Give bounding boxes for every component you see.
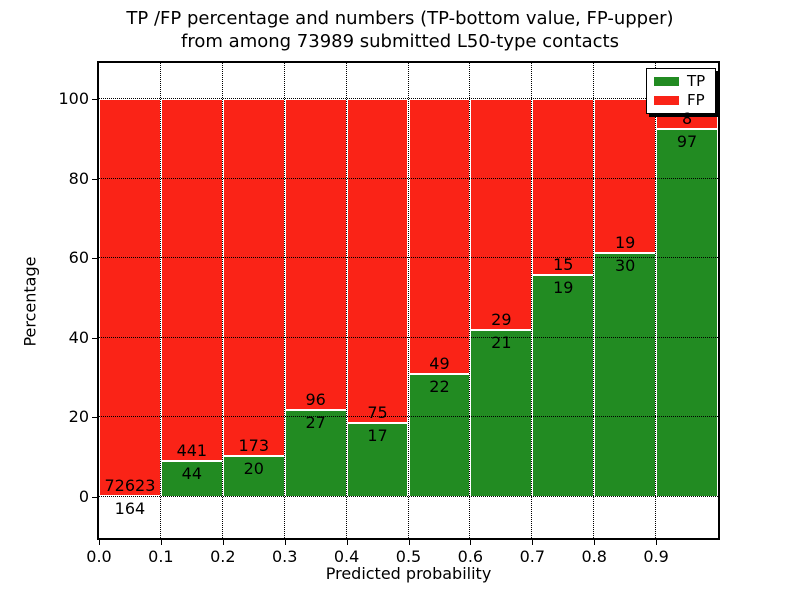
fp-value-label: 8 bbox=[681, 109, 693, 129]
legend-swatch-fp-icon bbox=[654, 96, 679, 105]
y-tick-mark bbox=[92, 497, 97, 498]
fp-value-label: 96 bbox=[305, 389, 326, 409]
x-tick-mark bbox=[656, 540, 658, 545]
legend-label-fp: FP bbox=[687, 91, 705, 109]
fp-bar bbox=[160, 99, 223, 461]
y-tick-label: 80 bbox=[68, 168, 89, 188]
tp-value-label: 164 bbox=[114, 499, 146, 519]
tp-value-label: 20 bbox=[243, 458, 264, 478]
x-tick-mark bbox=[594, 540, 596, 545]
h-gridline bbox=[99, 98, 718, 99]
x-tick-mark bbox=[408, 540, 410, 545]
fp-value-label: 173 bbox=[238, 435, 270, 455]
legend-entry-fp: FP bbox=[654, 93, 708, 108]
y-tick-label: 20 bbox=[68, 407, 89, 427]
x-tick-mark bbox=[160, 540, 162, 545]
tp-value-label: 27 bbox=[305, 412, 326, 432]
tp-bar bbox=[656, 129, 718, 497]
legend-swatch-tp-icon bbox=[654, 77, 679, 86]
v-gridline bbox=[469, 63, 471, 538]
fp-value-label: 75 bbox=[367, 403, 388, 423]
v-gridline bbox=[283, 63, 285, 538]
x-axis-label: Predicted probability bbox=[325, 564, 492, 583]
x-tick-mark bbox=[346, 540, 348, 545]
fp-value-label: 19 bbox=[614, 233, 636, 253]
y-tick-label: 100 bbox=[58, 89, 89, 108]
x-tick-label: 0.1 bbox=[148, 547, 174, 566]
v-gridline bbox=[593, 63, 595, 538]
v-gridline bbox=[345, 63, 347, 538]
chart-title-line2: from among 73989 submitted L50-type cont… bbox=[181, 31, 619, 52]
x-tick-label: 0.6 bbox=[457, 547, 484, 566]
x-tick-label: 0.4 bbox=[333, 547, 360, 566]
x-tick-mark bbox=[222, 540, 224, 545]
x-tick-label: 0.7 bbox=[519, 547, 546, 566]
tp-value-label: 44 bbox=[181, 463, 203, 483]
fp-value-label: 29 bbox=[491, 309, 512, 329]
fp-bar bbox=[222, 99, 285, 456]
fp-bar bbox=[346, 99, 409, 424]
x-tick-label: 0.9 bbox=[643, 547, 669, 566]
legend: TP FP bbox=[646, 68, 716, 114]
v-gridline bbox=[221, 63, 223, 538]
tp-value-label: 30 bbox=[614, 256, 636, 276]
y-axis-label: Percentage bbox=[20, 256, 40, 347]
v-gridline bbox=[655, 63, 657, 538]
h-gridline bbox=[99, 257, 718, 259]
x-tick-mark bbox=[99, 540, 100, 545]
x-tick-mark bbox=[532, 540, 534, 545]
fp-bar bbox=[408, 99, 471, 374]
y-tick-mark bbox=[92, 417, 97, 419]
tp-bar bbox=[470, 329, 533, 497]
h-gridline bbox=[99, 177, 718, 179]
x-tick-label: 0.5 bbox=[395, 547, 422, 566]
tp-bar bbox=[594, 253, 657, 497]
tp-value-label: 21 bbox=[491, 332, 512, 352]
tp-value-label: 17 bbox=[367, 426, 388, 446]
y-tick-label: 60 bbox=[68, 248, 89, 268]
fp-bar bbox=[284, 99, 347, 410]
fp-bar bbox=[532, 99, 595, 275]
fp-bar bbox=[99, 99, 161, 497]
plot-area: 72623 164 441 44 173 20 96 27 75 17 49 22 29 21 15 19 19… bbox=[97, 61, 720, 540]
legend-entry-tp: TP bbox=[654, 74, 708, 89]
y-tick-mark bbox=[92, 337, 97, 339]
fp-value-label: 72623 bbox=[104, 476, 156, 496]
x-tick-label: 0.0 bbox=[86, 547, 112, 566]
tp-bar bbox=[532, 274, 595, 497]
x-tick-label: 0.8 bbox=[581, 547, 607, 566]
fp-value-label: 441 bbox=[176, 440, 208, 460]
fp-value-label: 15 bbox=[553, 254, 574, 274]
tp-value-label: 22 bbox=[429, 376, 450, 396]
fp-bar bbox=[594, 99, 657, 254]
y-tick-mark bbox=[92, 99, 97, 100]
h-gridline bbox=[99, 336, 718, 338]
fp-value-label: 49 bbox=[429, 353, 450, 373]
y-tick-label: 40 bbox=[68, 327, 89, 347]
v-gridline bbox=[407, 63, 409, 538]
h-gridline bbox=[99, 416, 718, 418]
tp-value-label: 97 bbox=[676, 132, 698, 152]
x-tick-label: 0.3 bbox=[271, 547, 298, 566]
v-gridline bbox=[531, 63, 533, 538]
y-tick-mark bbox=[92, 258, 97, 260]
legend-label-tp: TP bbox=[687, 72, 706, 90]
fp-bar bbox=[470, 99, 533, 330]
chart-title-line1: TP /FP percentage and numbers (TP-bottom… bbox=[126, 8, 674, 29]
v-gridline bbox=[159, 63, 161, 538]
tp-value-label: 19 bbox=[553, 277, 574, 297]
y-tick-mark bbox=[92, 178, 97, 180]
x-tick-label: 0.2 bbox=[210, 547, 236, 566]
x-tick-mark bbox=[470, 540, 472, 545]
h-gridline bbox=[99, 496, 718, 497]
x-tick-mark bbox=[284, 540, 286, 545]
y-tick-label: 0 bbox=[78, 487, 89, 506]
